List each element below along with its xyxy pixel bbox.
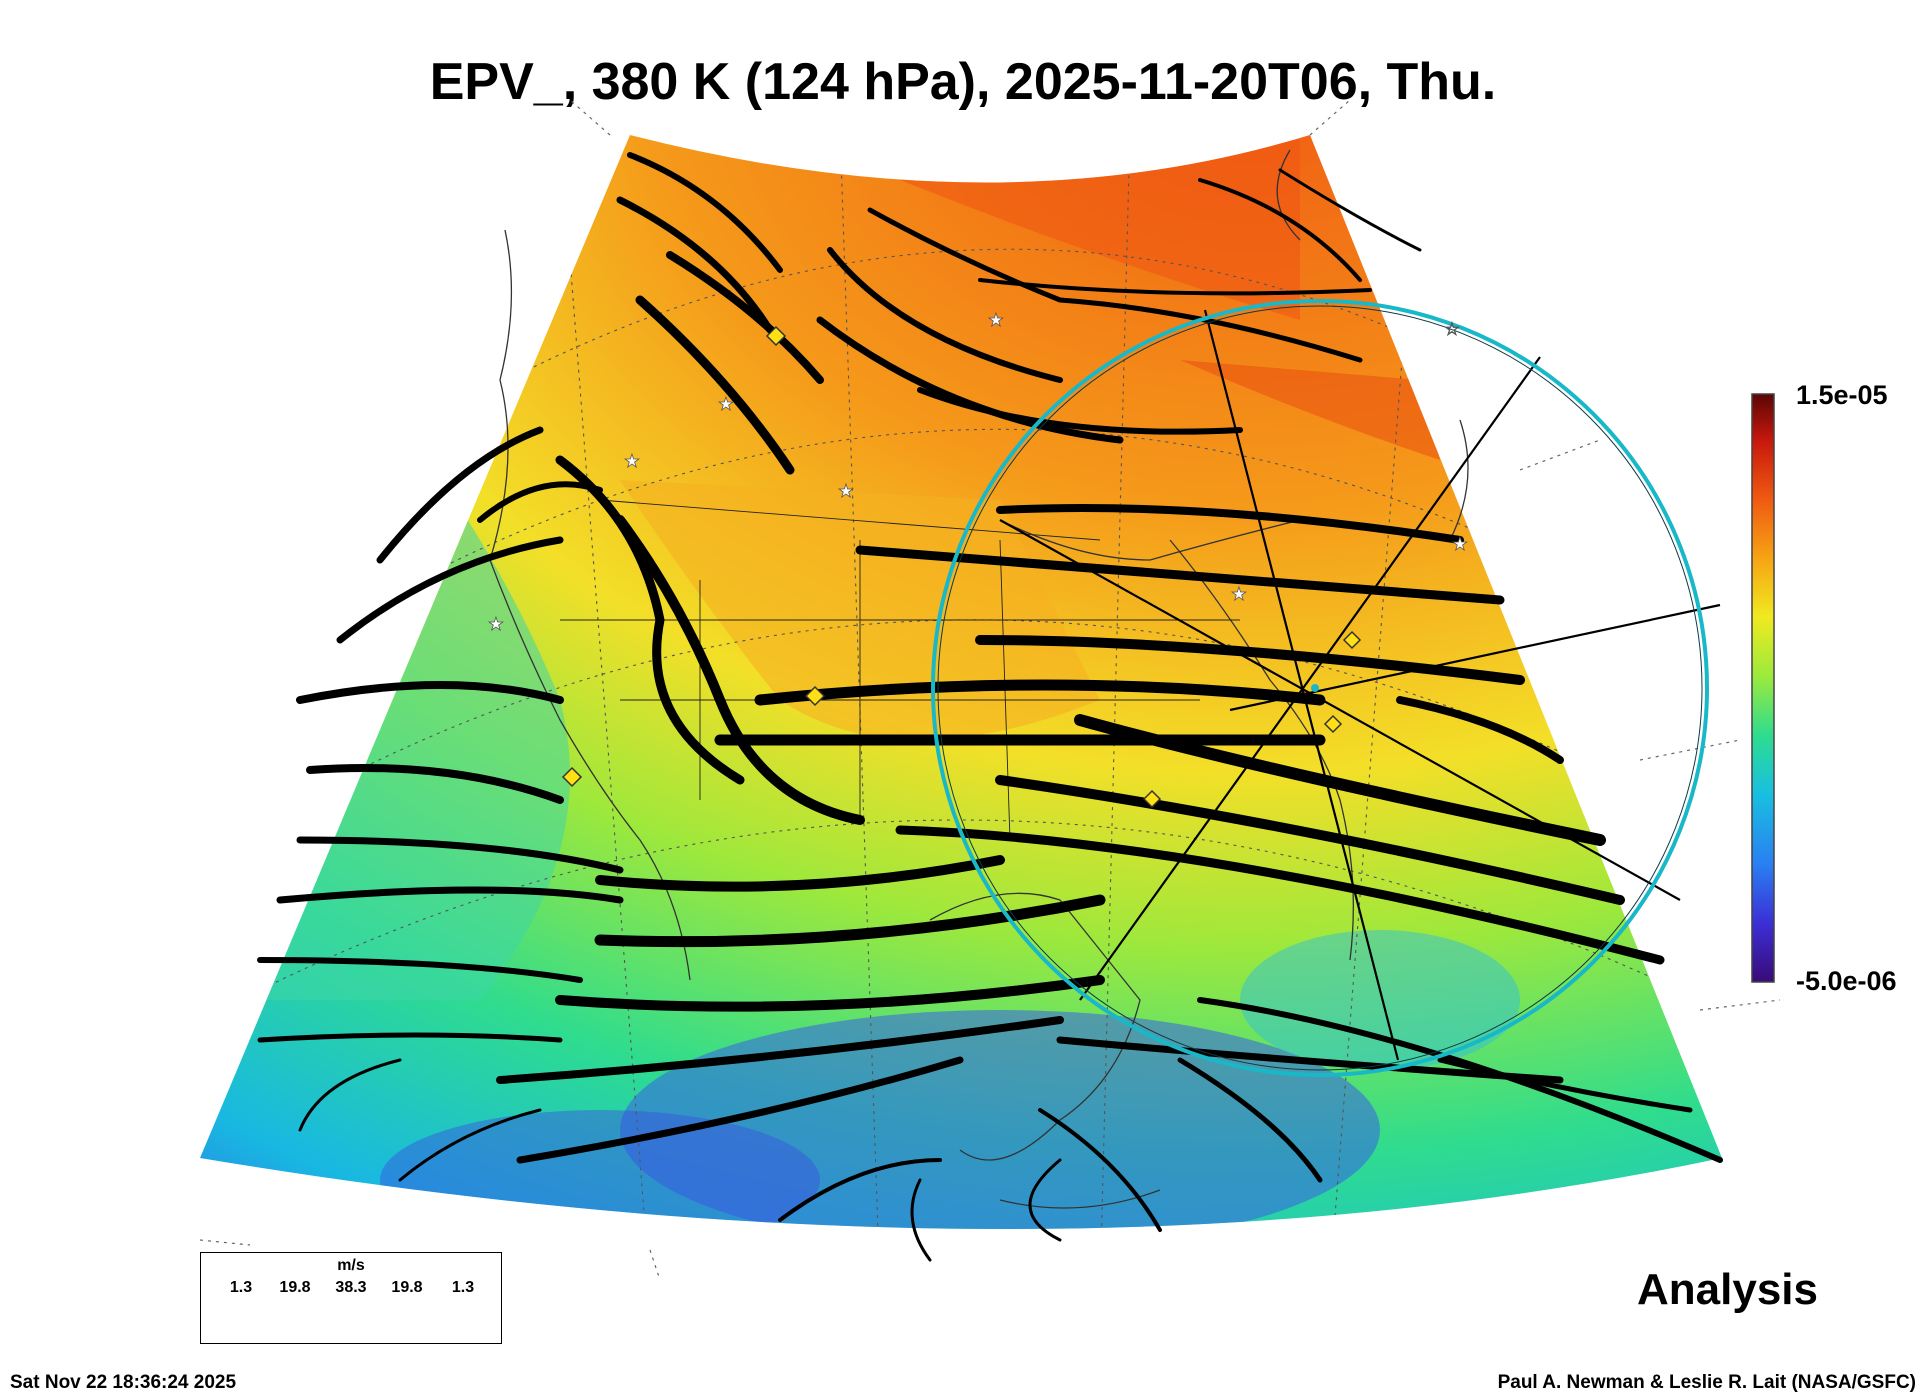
station-diamond [804,685,826,707]
credit: Paul A. Newman & Leslie R. Lait (NASA/GS… [1497,1372,1916,1393]
wind-legend-value: 1.3 [229,1279,253,1296]
station-star: ★ [988,310,1004,330]
station-diamonds [561,325,1362,809]
range-circle [931,299,1709,1077]
station-stars: ★ ★ ★ ★ ★ ★ ★ ☆ [488,310,1469,635]
wind-legend-value: 19.8 [391,1279,423,1296]
wind-legend: m/s 1.3 19.8 38.3 19.8 1.3 [200,1252,502,1344]
center-marker [1311,684,1319,692]
outer-graticule [199,99,1781,1281]
station-diamond [1142,789,1162,809]
analysis-label: Analysis [1637,1265,1818,1314]
station-star: ★ [488,614,504,634]
station-star: ★ [718,394,734,414]
timestamp: Sat Nov 22 18:36:24 2025 [10,1372,237,1393]
wind-legend-value: 19.8 [279,1279,311,1296]
station-star: ☆ [1444,319,1460,339]
station-star: ★ [1452,534,1468,554]
station-diamond [1323,714,1343,734]
station-diamond [561,766,583,788]
station-diamond [765,325,787,347]
wind-legend-unit: m/s [337,1257,365,1274]
station-star: ★ [838,481,854,501]
station-star: ★ [1231,584,1247,604]
colorbar [1751,393,1775,983]
section-lines [999,309,1721,1061]
wind-legend-value: 38.3 [335,1279,367,1296]
map-title: EPV_, 380 K (124 hPa), 2025-11-20T06, Th… [429,53,1497,111]
station-star: ★ [624,451,640,471]
station-diamond [1342,630,1362,650]
wind-legend-value: 1.3 [451,1279,475,1296]
colorbar-max-label: 1.5e-05 [1796,380,1888,410]
colorbar-min-label: -5.0e-06 [1796,966,1897,996]
